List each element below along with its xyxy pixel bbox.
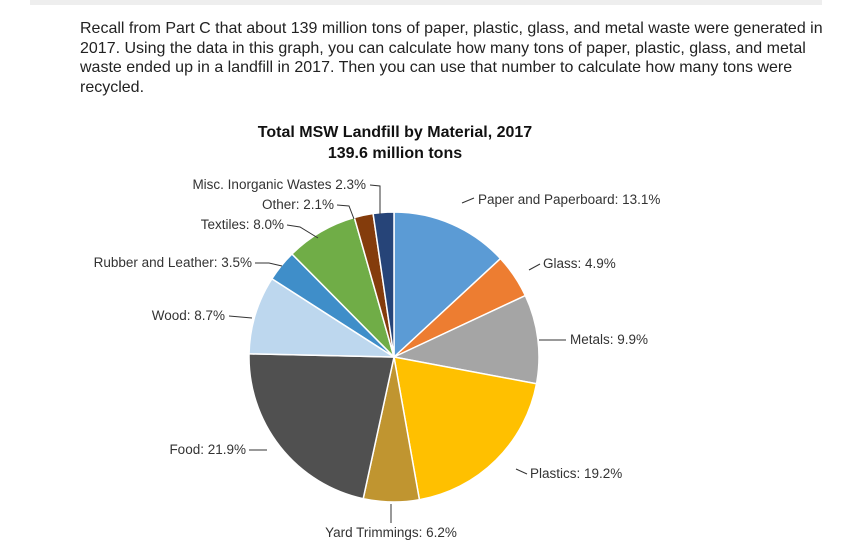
slice-label: Yard Trimmings: 6.2% bbox=[325, 525, 457, 540]
leader-line bbox=[255, 262, 283, 267]
leader-line bbox=[461, 197, 475, 204]
pie-slice bbox=[393, 211, 502, 359]
leader-line bbox=[336, 204, 355, 220]
chart-subtitle: 139.6 million tons bbox=[327, 145, 463, 162]
leader-line bbox=[286, 224, 319, 239]
slice-label: Food: 21.9% bbox=[169, 442, 246, 457]
slice-label: Metals: 9.9% bbox=[570, 332, 648, 347]
slice-label: Textiles: 8.0% bbox=[201, 217, 284, 232]
slice-label: Paper and Paperboard: 13.1% bbox=[478, 192, 660, 207]
slice-label: Other: 2.1% bbox=[262, 197, 334, 212]
top-divider bbox=[30, 0, 822, 5]
slice-label: Rubber and Leather: 3.5% bbox=[94, 255, 252, 270]
slice-label: Misc. Inorganic Wastes 2.3% bbox=[192, 177, 366, 192]
slice-label: Wood: 8.7% bbox=[152, 308, 225, 323]
pie-slice bbox=[391, 294, 540, 385]
leader-line bbox=[228, 315, 253, 319]
leader-line bbox=[528, 263, 541, 271]
pie-slice bbox=[372, 211, 395, 358]
pie-slice bbox=[248, 353, 395, 500]
pie-slice bbox=[393, 356, 538, 501]
intro-paragraph: Recall from Part C that about 139 millio… bbox=[80, 20, 823, 96]
leader-line bbox=[369, 184, 381, 214]
leader-line bbox=[515, 468, 528, 475]
slice-label: Glass: 4.9% bbox=[543, 256, 616, 271]
slice-label: Plastics: 19.2% bbox=[530, 466, 622, 481]
chart-title: Total MSW Landfill by Material, 2017 bbox=[257, 124, 533, 141]
